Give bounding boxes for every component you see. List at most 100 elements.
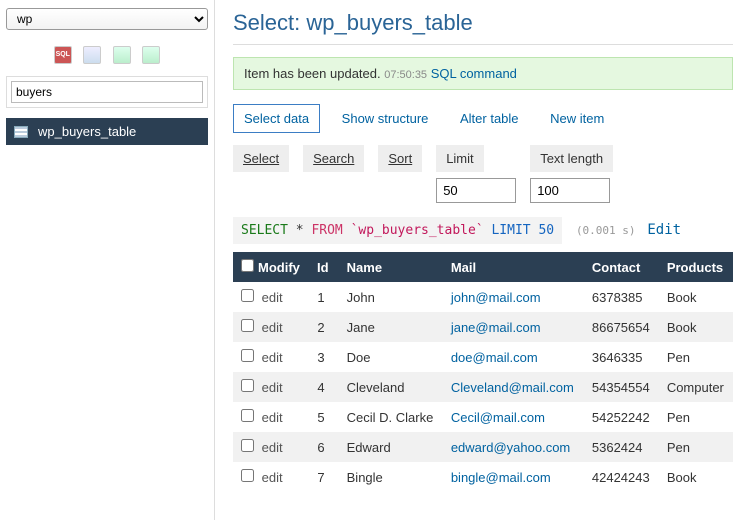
cell-contact: 5362424	[584, 432, 659, 462]
sidebar-table-item[interactable]: wp_buyers_table	[6, 118, 208, 145]
cell-contact: 42424243	[584, 462, 659, 492]
mail-link[interactable]: doe@mail.com	[451, 350, 538, 365]
col-name: Name	[339, 252, 443, 282]
cell-name: John	[339, 282, 443, 312]
cell-id: 6	[309, 432, 339, 462]
row-edit-link[interactable]: edit	[262, 290, 283, 305]
query-limit-n: 50	[538, 223, 554, 238]
cell-products: Pen	[659, 402, 733, 432]
cell-mail: jane@mail.com	[443, 312, 584, 342]
mail-link[interactable]: Cecil@mail.com	[451, 410, 545, 425]
cell-mail: Cleveland@mail.com	[443, 372, 584, 402]
filter-search[interactable]: Search	[303, 145, 364, 172]
row-edit-link[interactable]: edit	[262, 410, 283, 425]
mail-link[interactable]: bingle@mail.com	[451, 470, 551, 485]
query-star: *	[296, 223, 304, 238]
import-icon[interactable]	[83, 46, 101, 64]
create-icon[interactable]	[142, 46, 160, 64]
message-sql-link[interactable]: SQL command	[431, 66, 517, 81]
filter-sort[interactable]: Sort	[378, 145, 422, 172]
cell-products: Pen	[659, 432, 733, 462]
row-checkbox[interactable]	[241, 469, 254, 482]
cell-id: 2	[309, 312, 339, 342]
filter-select[interactable]: Select	[233, 145, 289, 172]
cell-name: Cleveland	[339, 372, 443, 402]
table-row: edit1Johnjohn@mail.com6378385Book	[233, 282, 733, 312]
row-checkbox[interactable]	[241, 289, 254, 302]
cell-id: 1	[309, 282, 339, 312]
table-row: edit5Cecil D. ClarkeCecil@mail.com542522…	[233, 402, 733, 432]
success-message: Item has been updated. 07:50:35 SQL comm…	[233, 57, 733, 90]
row-checkbox[interactable]	[241, 319, 254, 332]
col-contact: Contact	[584, 252, 659, 282]
table-row: edit 4Cleveland Cleveland@mail.com 54354554…	[233, 372, 733, 402]
sidebar-icon-row	[6, 46, 208, 64]
query-kw-from: FROM	[311, 223, 342, 238]
tab-alter-table[interactable]: Alter table	[450, 105, 529, 132]
cell-contact: 6378385	[584, 282, 659, 312]
filter-limit-input[interactable]	[436, 178, 516, 203]
cell-mail: john@mail.com	[443, 282, 584, 312]
table-row: edit2Janejane@mail.com86675654Book	[233, 312, 733, 342]
filters-row: Select Search Sort Limit Text length	[233, 145, 733, 203]
row-edit-link[interactable]: edit	[262, 440, 283, 455]
filter-textlen-box: Text length	[530, 145, 613, 203]
tab-new-item[interactable]: New item	[540, 105, 614, 132]
query-kw-select: SELECT	[241, 223, 288, 238]
cell-products: Book	[659, 462, 733, 492]
sidebar-table-label: wp_buyers_table	[38, 124, 136, 139]
row-edit-link[interactable]: edit	[262, 380, 283, 395]
mail-link[interactable]: edward@yahoo.com	[451, 440, 570, 455]
col-modify: Modify	[233, 252, 309, 282]
cell-id: 4	[309, 372, 339, 402]
cell-products: Computer	[659, 372, 733, 402]
sidebar-search-input[interactable]	[11, 81, 203, 103]
select-all-checkbox[interactable]	[241, 259, 254, 272]
row-checkbox[interactable]	[241, 349, 254, 362]
query-edit-link[interactable]: Edit	[647, 222, 681, 238]
cell-name: Bingle	[339, 462, 443, 492]
cell-products: Pen	[659, 342, 733, 372]
row-checkbox[interactable]	[241, 439, 254, 452]
cell-name: Cecil D. Clarke	[339, 402, 443, 432]
table-row: edit 7Bingle bingle@mail.com 42424243Book	[233, 462, 733, 492]
query-timing: (0.001 s)	[576, 224, 636, 237]
cell-mail: bingle@mail.com	[443, 462, 584, 492]
row-edit-link[interactable]: edit	[262, 470, 283, 485]
database-select[interactable]: wp	[6, 8, 208, 30]
sidebar-search-wrap	[6, 76, 208, 108]
cell-id: 7	[309, 462, 339, 492]
cell-name: Edward	[339, 432, 443, 462]
cell-contact: 3646335	[584, 342, 659, 372]
col-mail: Mail	[443, 252, 584, 282]
row-checkbox[interactable]	[241, 409, 254, 422]
data-table: Modify Id Name Mail Contact Products edi…	[233, 252, 733, 492]
mail-link[interactable]: jane@mail.com	[451, 320, 541, 335]
export-icon[interactable]	[113, 46, 131, 64]
divider	[233, 44, 733, 45]
col-products: Products	[659, 252, 733, 282]
row-edit-link[interactable]: edit	[262, 320, 283, 335]
mail-link[interactable]: john@mail.com	[451, 290, 541, 305]
sidebar: wp wp_buyers_table	[0, 0, 215, 520]
main-content: Select: wp_buyers_table Item has been up…	[215, 0, 751, 520]
cell-mail: doe@mail.com	[443, 342, 584, 372]
cell-name: Jane	[339, 312, 443, 342]
row-checkbox[interactable]	[241, 379, 254, 392]
query-table: `wp_buyers_table`	[351, 223, 484, 238]
filter-textlen-label: Text length	[530, 145, 613, 172]
cell-contact: 54354554	[584, 372, 659, 402]
col-id: Id	[309, 252, 339, 282]
mail-link[interactable]: Cleveland@mail.com	[451, 380, 574, 395]
sql-icon[interactable]	[54, 46, 72, 64]
tab-show-structure[interactable]: Show structure	[332, 105, 439, 132]
cell-products: Book	[659, 312, 733, 342]
filter-limit-box: Limit	[436, 145, 516, 203]
row-edit-link[interactable]: edit	[262, 350, 283, 365]
tabs: Select data Show structure Alter table N…	[233, 104, 733, 133]
page-title: Select: wp_buyers_table	[233, 10, 733, 36]
table-row: edit 6Edward edward@yahoo.com 5362424Pen	[233, 432, 733, 462]
filter-textlen-input[interactable]	[530, 178, 610, 203]
cell-mail: Cecil@mail.com	[443, 402, 584, 432]
tab-select-data[interactable]: Select data	[233, 104, 320, 133]
